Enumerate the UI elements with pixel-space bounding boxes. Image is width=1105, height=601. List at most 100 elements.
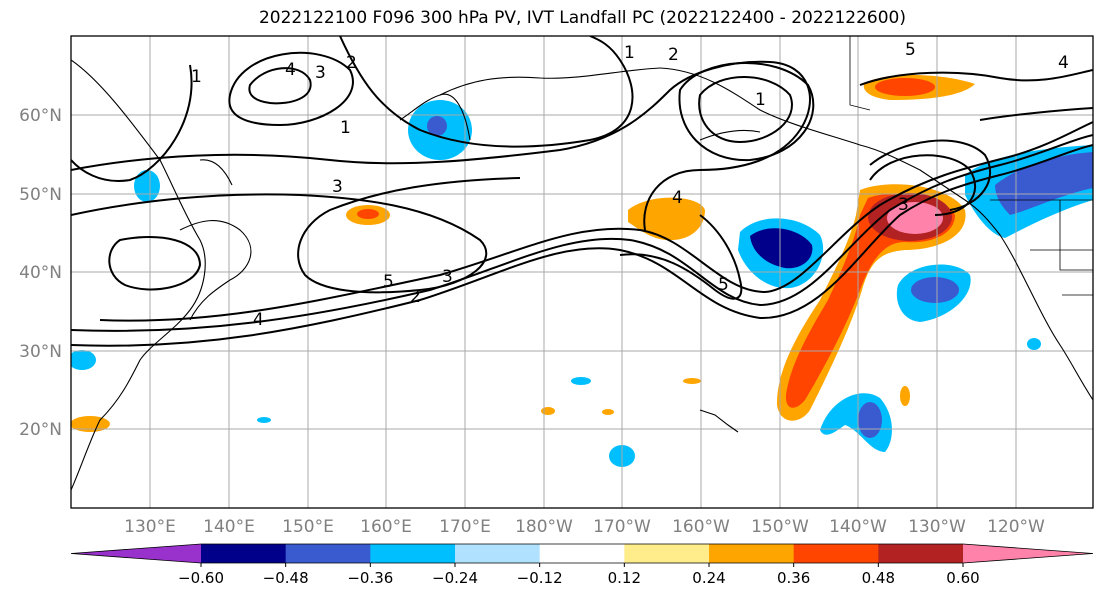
contour-label: 5: [383, 272, 394, 292]
colorbar-tick-label: 0.24: [692, 569, 725, 587]
negative-anomaly-region: [427, 116, 447, 136]
colorbar-tick-label: −0.24: [432, 569, 478, 587]
positive-anomaly-region: [683, 378, 701, 384]
positive-anomaly-region: [887, 202, 943, 234]
contour-label: 3: [315, 63, 326, 83]
pv-contour: [339, 36, 634, 148]
colorbar-segment: [201, 544, 287, 563]
colorbar-tick-label: 0.48: [862, 569, 895, 587]
contour-label: 2: [346, 53, 357, 73]
negative-anomaly-region: [750, 228, 813, 269]
negative-anomaly-region: [1027, 338, 1041, 350]
pv-contour: [869, 139, 991, 211]
colorbar-tick-label: 0.36: [777, 569, 810, 587]
colorbar-segment: [455, 544, 541, 563]
lon-label: 160°W: [672, 517, 730, 537]
positive-anomaly-region: [875, 78, 935, 96]
lon-label: 180°W: [515, 517, 573, 537]
positive-anomaly-region: [628, 197, 705, 241]
contour-label: 2: [668, 45, 679, 65]
hawaii-islands: [699, 409, 739, 433]
lon-label: 150°W: [751, 517, 809, 537]
pv-contour: [869, 154, 976, 216]
map-frame: [70, 35, 1094, 509]
contour-label: 4: [285, 60, 296, 80]
latitude-labels: 60°N 50°N 40°N 30°N 20°N: [19, 106, 62, 440]
negative-anomaly-region: [257, 417, 271, 423]
colorbar-tick-label: 0.12: [608, 569, 641, 587]
colorbar-segment: [878, 544, 964, 563]
contour-label: 2: [410, 287, 421, 307]
north-america-coastline: [659, 67, 1093, 401]
colorbar-tick-label: −0.48: [263, 569, 309, 587]
contour-label: 3: [898, 195, 909, 215]
positive-anomaly-region: [602, 409, 614, 415]
contour-label: 3: [332, 177, 343, 197]
lon-label: 130°W: [908, 517, 966, 537]
negative-anomaly-region: [571, 377, 591, 385]
lat-label: 50°N: [19, 185, 62, 205]
positive-anomaly-region: [357, 209, 379, 219]
contour-label: 5: [718, 275, 729, 295]
contour-label: 5: [905, 40, 916, 60]
coastlines: [71, 59, 1093, 491]
contour-label: 3: [442, 267, 453, 287]
positive-anomaly-region: [541, 407, 555, 415]
lat-label: 20°N: [19, 420, 62, 440]
lat-label: 40°N: [19, 263, 62, 283]
contour-label: 4: [1058, 53, 1069, 73]
contour-label: 4: [672, 188, 683, 208]
lon-label: 160°E: [360, 517, 412, 537]
colorbar-tick-label: 0.60: [946, 569, 979, 587]
colorbar-segment: [539, 544, 625, 563]
pv-contour: [859, 69, 1093, 86]
pv-contour: [979, 107, 1093, 121]
lon-label: 120°W: [987, 517, 1045, 537]
map-title: 2022122100 F096 300 hPa PV, IVT Landfall…: [258, 8, 906, 28]
negative-anomaly-region: [134, 170, 160, 202]
pv-contours: [71, 36, 1093, 347]
pv-contour: [678, 61, 815, 162]
longitude-labels: 130°E 140°E 150°E 160°E 170°E 180°W 170°…: [124, 517, 1045, 537]
lat-label: 30°N: [19, 342, 62, 362]
contour-label: 4: [253, 310, 264, 330]
pv-contour: [71, 144, 1093, 347]
contour-label: 1: [755, 90, 766, 110]
colorbar-segment: [624, 544, 710, 563]
lat-label: 60°N: [19, 106, 62, 126]
contour-label: 1: [340, 118, 351, 138]
pv-contour: [71, 177, 521, 294]
contour-label: 1: [191, 67, 202, 87]
negative-anomaly-region: [995, 152, 1093, 215]
colorbar-extend-low: [71, 544, 201, 563]
colorbar-segment: [370, 544, 456, 563]
contour-labels: 1 1 2 3 4 3 5 2 3 4 1 2 1 4 5 5 4 3: [191, 40, 1069, 330]
aleutian-islands: [699, 129, 761, 141]
sakhalin-coastline: [199, 159, 233, 186]
pv-contour: [71, 60, 811, 231]
lon-label: 150°E: [282, 517, 334, 537]
lon-label: 170°E: [439, 517, 491, 537]
pv-contour: [71, 64, 193, 182]
positive-anomaly-region: [785, 193, 955, 408]
colorbar-segment: [709, 544, 795, 563]
pv-contour: [228, 51, 354, 127]
negative-anomaly-region: [858, 402, 882, 438]
lon-label: 140°W: [829, 517, 887, 537]
positive-anomaly-region: [900, 386, 910, 406]
colorbar-extend-high: [963, 544, 1093, 563]
colorbar-tick-label: −0.12: [517, 569, 563, 587]
japan-coastline: [179, 219, 252, 321]
negative-anomaly-region: [911, 277, 959, 303]
pv-contour: [108, 236, 202, 291]
siberia-coastline: [439, 67, 661, 96]
lon-label: 130°E: [124, 517, 176, 537]
positive-anomaly-region: [71, 416, 110, 432]
contour-label: 1: [624, 43, 635, 63]
lon-label: 140°E: [203, 517, 255, 537]
asia-coastline: [71, 59, 206, 491]
pv-contour: [619, 214, 743, 300]
colorbar-segment: [793, 544, 879, 563]
negative-anomaly-region: [71, 350, 96, 370]
colorbar-segment: [285, 544, 371, 563]
